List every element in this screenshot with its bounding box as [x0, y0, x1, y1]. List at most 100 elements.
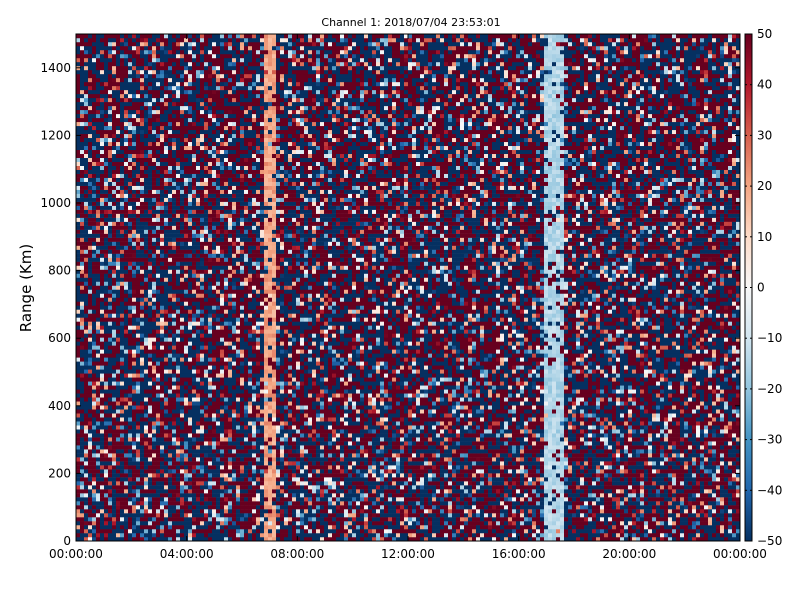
heatmap-cell-4088 — [204, 441, 209, 446]
heatmap-cell-3715 — [192, 409, 197, 414]
heatmap-cell-4259 — [208, 265, 213, 270]
heatmap-cell-1823 — [132, 357, 137, 362]
heatmap-cell-2357 — [148, 253, 153, 258]
heatmap-cell-846 — [100, 201, 105, 206]
heatmap-cell-598 — [92, 177, 97, 182]
heatmap-cell-230 — [80, 125, 85, 131]
heatmap-cell-4177 — [204, 85, 209, 91]
heatmap-cell-2137 — [140, 117, 145, 123]
heatmap-cell-2908 — [164, 81, 169, 87]
heatmap-cell-44 — [76, 361, 81, 366]
heatmap-cell-1396 — [116, 34, 121, 39]
heatmap-cell-50 — [76, 337, 81, 342]
heatmap-cell-2453 — [152, 377, 157, 382]
heatmap-cell-4987 — [232, 401, 237, 406]
heatmap-cell-2499 — [152, 193, 157, 198]
heatmap-cell-2625 — [156, 197, 161, 202]
heatmap-cell-2230 — [144, 253, 149, 258]
heatmap-cell-2498 — [152, 197, 157, 202]
heatmap-cell-1218 — [112, 237, 117, 242]
heatmap-cell-3004 — [168, 205, 173, 210]
heatmap-cell-2892 — [164, 145, 169, 151]
heatmap-cell-3751 — [192, 265, 197, 270]
heatmap-cell-2011 — [136, 113, 141, 119]
heatmap-cell-127 — [80, 537, 85, 542]
heatmap-cell-3364 — [180, 289, 185, 294]
heatmap-cell-77 — [76, 229, 81, 234]
heatmap-cell-3127 — [172, 221, 177, 226]
heatmap-cell-3094 — [172, 353, 177, 358]
heatmap-cell-1689 — [128, 385, 133, 390]
heatmap-cell-2156 — [140, 41, 145, 47]
heatmap-cell-117 — [76, 69, 81, 75]
heatmap-cell-3422 — [180, 57, 185, 63]
heatmap-cell-199 — [80, 249, 85, 254]
heatmap-cell-458 — [88, 229, 93, 234]
heatmap-cell-3742 — [192, 301, 197, 306]
heatmap-cell-1781 — [132, 525, 137, 530]
heatmap-cell-2169 — [144, 497, 149, 502]
heatmap-cell-37 — [76, 389, 81, 394]
heatmap-cell-313 — [84, 301, 89, 306]
heatmap-cell-4735 — [224, 393, 229, 398]
heatmap-cell-1898 — [132, 57, 137, 63]
heatmap-cell-4246 — [208, 317, 213, 322]
heatmap-cell-3866 — [196, 313, 201, 318]
heatmap-cell-159 — [80, 409, 85, 414]
heatmap-cell-2085 — [140, 325, 145, 330]
heatmap-cell-408 — [88, 429, 93, 434]
heatmap-cell-1274 — [116, 521, 121, 526]
heatmap-cell-633 — [92, 37, 97, 43]
heatmap-cell-1553 — [124, 421, 129, 426]
heatmap-cell-2728 — [160, 293, 165, 298]
heatmap-cell-3234 — [176, 301, 181, 306]
heatmap-cell-2428 — [152, 477, 157, 482]
heatmap-cell-931 — [104, 369, 109, 374]
heatmap-cell-2947 — [168, 433, 173, 438]
heatmap-cell-4851 — [228, 437, 233, 442]
heatmap-cell-924 — [104, 397, 109, 402]
heatmap-cell-3580 — [188, 441, 193, 446]
heatmap-cell-2932 — [168, 493, 173, 498]
heatmap-cell-3574 — [188, 465, 193, 470]
heatmap-cell-4535 — [216, 177, 221, 182]
heatmap-cell-2468 — [152, 317, 157, 322]
heatmap-cell-2003 — [136, 145, 141, 151]
heatmap-cell-4557 — [216, 89, 221, 95]
heatmap-cell-2724 — [160, 309, 165, 314]
heatmap-cell-612 — [92, 121, 97, 127]
heatmap-cell-2552 — [156, 489, 161, 494]
heatmap-cell-3515 — [184, 193, 189, 198]
heatmap-cell-3740 — [192, 309, 197, 314]
heatmap-cell-1754 — [128, 125, 133, 131]
heatmap-cell-3779 — [192, 153, 197, 158]
heatmap-cell-4927 — [228, 133, 233, 139]
heatmap-cell-4103 — [204, 381, 209, 386]
heatmap-cell-4366 — [212, 345, 217, 350]
heatmap-cell-2094 — [140, 289, 145, 294]
heatmap-cell-982 — [104, 165, 109, 170]
heatmap-cell-3071 — [172, 445, 177, 450]
heatmap-cell-2336 — [148, 337, 153, 342]
heatmap-cell-3125 — [172, 229, 177, 234]
heatmap-cell-2409 — [148, 45, 153, 51]
heatmap-cell-4982 — [232, 421, 237, 426]
heatmap-cell-274 — [84, 457, 89, 462]
heatmap-cell-4405 — [212, 189, 217, 194]
heatmap-cell-725 — [96, 177, 101, 182]
heatmap-cell-2655 — [156, 77, 161, 83]
heatmap-cell-256 — [84, 529, 89, 534]
heatmap-cell-3380 — [180, 225, 185, 230]
heatmap-cell-1581 — [124, 309, 129, 314]
heatmap-cell-3026 — [168, 117, 173, 123]
heatmap-cell-1821 — [132, 365, 137, 370]
heatmap-cell-3879 — [196, 261, 201, 266]
heatmap-cell-3847 — [196, 389, 201, 394]
heatmap-cell-52 — [76, 329, 81, 334]
heatmap-cell-2632 — [156, 169, 161, 174]
heatmap-cell-3000 — [168, 221, 173, 226]
heatmap-cell-2715 — [160, 345, 165, 350]
heatmap-cell-3587 — [188, 413, 193, 418]
heatmap-cell-474 — [88, 165, 93, 170]
heatmap-cell-2135 — [140, 125, 145, 131]
